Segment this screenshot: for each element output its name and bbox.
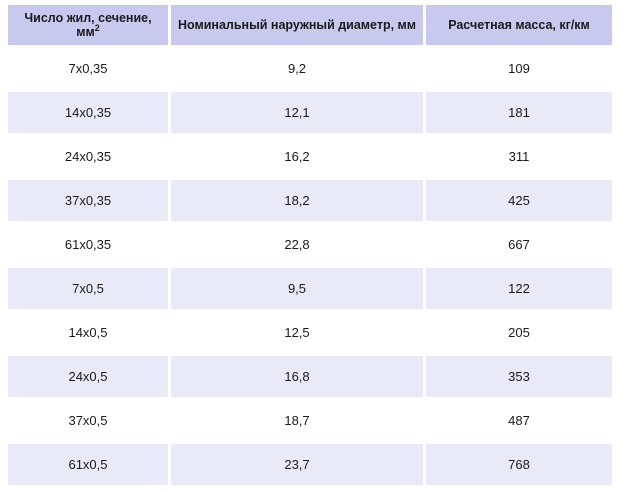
cell-cores-section: 37x0,35 <box>8 180 168 221</box>
column-header-superscript: 2 <box>94 22 100 33</box>
table-row: 14x0,5 12,5 205 <box>8 312 612 353</box>
table-row: 37x0,35 18,2 425 <box>8 180 612 221</box>
cell-outer-diameter: 18,2 <box>171 180 423 221</box>
cell-outer-diameter: 9,5 <box>171 268 423 309</box>
table-row: 61x0,35 22,8 667 <box>8 224 612 265</box>
column-header-outer-diameter: Номинальный наружный диаметр, мм <box>171 5 423 45</box>
cell-outer-diameter: 16,8 <box>171 356 423 397</box>
cell-calculated-mass: 667 <box>426 224 612 265</box>
cell-calculated-mass: 122 <box>426 268 612 309</box>
cable-spec-table: Число жил, сечение, мм2 Номинальный нару… <box>5 2 615 488</box>
cell-outer-diameter: 16,2 <box>171 136 423 177</box>
table-row: 7x0,35 9,2 109 <box>8 48 612 89</box>
cell-cores-section: 24x0,5 <box>8 356 168 397</box>
cell-cores-section: 14x0,5 <box>8 312 168 353</box>
table-row: 7x0,5 9,5 122 <box>8 268 612 309</box>
table-row: 24x0,5 16,8 353 <box>8 356 612 397</box>
cell-calculated-mass: 109 <box>426 48 612 89</box>
cell-outer-diameter: 23,7 <box>171 444 423 485</box>
cell-outer-diameter: 18,7 <box>171 400 423 441</box>
cell-outer-diameter: 22,8 <box>171 224 423 265</box>
cell-calculated-mass: 487 <box>426 400 612 441</box>
cell-calculated-mass: 311 <box>426 136 612 177</box>
cell-outer-diameter: 9,2 <box>171 48 423 89</box>
cell-cores-section: 7x0,35 <box>8 48 168 89</box>
cell-cores-section: 7x0,5 <box>8 268 168 309</box>
column-header-cores-section-label: Число жил, сечение, мм <box>24 10 152 39</box>
table-row: 14x0,35 12,1 181 <box>8 92 612 133</box>
cell-calculated-mass: 768 <box>426 444 612 485</box>
cell-outer-diameter: 12,5 <box>171 312 423 353</box>
cell-cores-section: 14x0,35 <box>8 92 168 133</box>
cell-calculated-mass: 181 <box>426 92 612 133</box>
table-row: 37x0,5 18,7 487 <box>8 400 612 441</box>
cell-calculated-mass: 425 <box>426 180 612 221</box>
cell-cores-section: 24x0,35 <box>8 136 168 177</box>
header-row: Число жил, сечение, мм2 Номинальный нару… <box>8 5 612 45</box>
column-header-cores-section: Число жил, сечение, мм2 <box>8 5 168 45</box>
table-row: 61x0,5 23,7 768 <box>8 444 612 485</box>
cell-calculated-mass: 353 <box>426 356 612 397</box>
cell-cores-section: 61x0,5 <box>8 444 168 485</box>
table-row: 24x0,35 16,2 311 <box>8 136 612 177</box>
cell-outer-diameter: 12,1 <box>171 92 423 133</box>
cell-cores-section: 61x0,35 <box>8 224 168 265</box>
table-body: 7x0,35 9,2 109 14x0,35 12,1 181 24x0,35 … <box>8 48 612 485</box>
column-header-calculated-mass: Расчетная масса, кг/км <box>426 5 612 45</box>
cell-cores-section: 37x0,5 <box>8 400 168 441</box>
cell-calculated-mass: 205 <box>426 312 612 353</box>
